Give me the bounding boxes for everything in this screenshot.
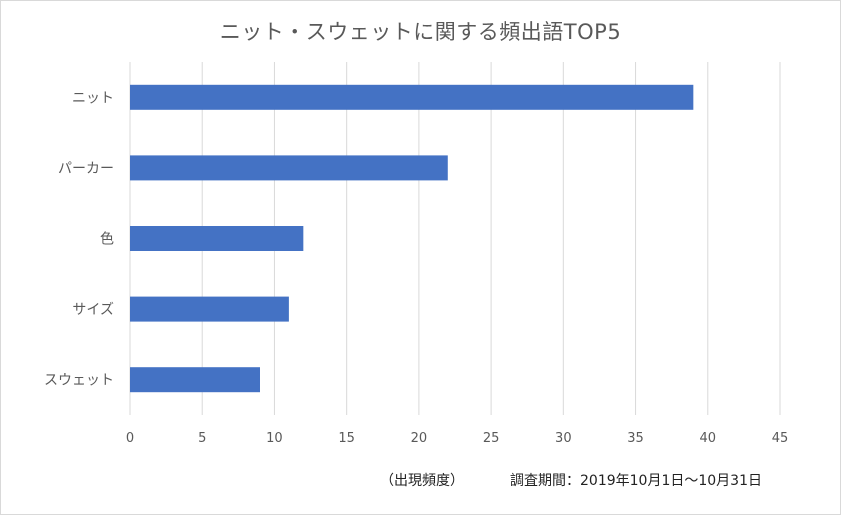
bar-5	[130, 367, 260, 393]
y-category-label-2: パーカー	[58, 161, 114, 177]
x-tick-label-30: 30	[555, 431, 572, 446]
x-axis-unit-label: （出現頻度）	[380, 473, 464, 489]
x-axis-labels: 0 5 10 15 20 25 30 35 40 45	[126, 431, 788, 446]
y-category-label-1: ニット	[72, 90, 114, 106]
bar-4	[130, 296, 289, 322]
x-tick-label-35: 35	[627, 431, 644, 446]
bar-2	[130, 155, 448, 181]
y-category-label-5: スウェット	[44, 373, 114, 389]
bar-1	[130, 84, 694, 110]
x-tick-label-10: 10	[266, 431, 283, 446]
bars	[130, 84, 694, 393]
y-category-label-4: サイズ	[72, 302, 114, 318]
x-tick-label-40: 40	[700, 431, 717, 446]
x-tick-label-25: 25	[483, 431, 500, 446]
x-tick-label-5: 5	[198, 431, 206, 446]
bar-3	[130, 226, 304, 251]
chart-title: ニット・スウェットに関する頻出語TOP5	[219, 20, 622, 44]
x-tick-label-0: 0	[126, 431, 134, 446]
y-category-label-3: 色	[100, 231, 114, 248]
x-tick-label-15: 15	[338, 431, 355, 446]
x-tick-label-45: 45	[772, 431, 789, 446]
survey-period-label: 調査期間：2019年10月1日～10月31日	[510, 473, 762, 489]
x-tick-label-20: 20	[411, 431, 428, 446]
